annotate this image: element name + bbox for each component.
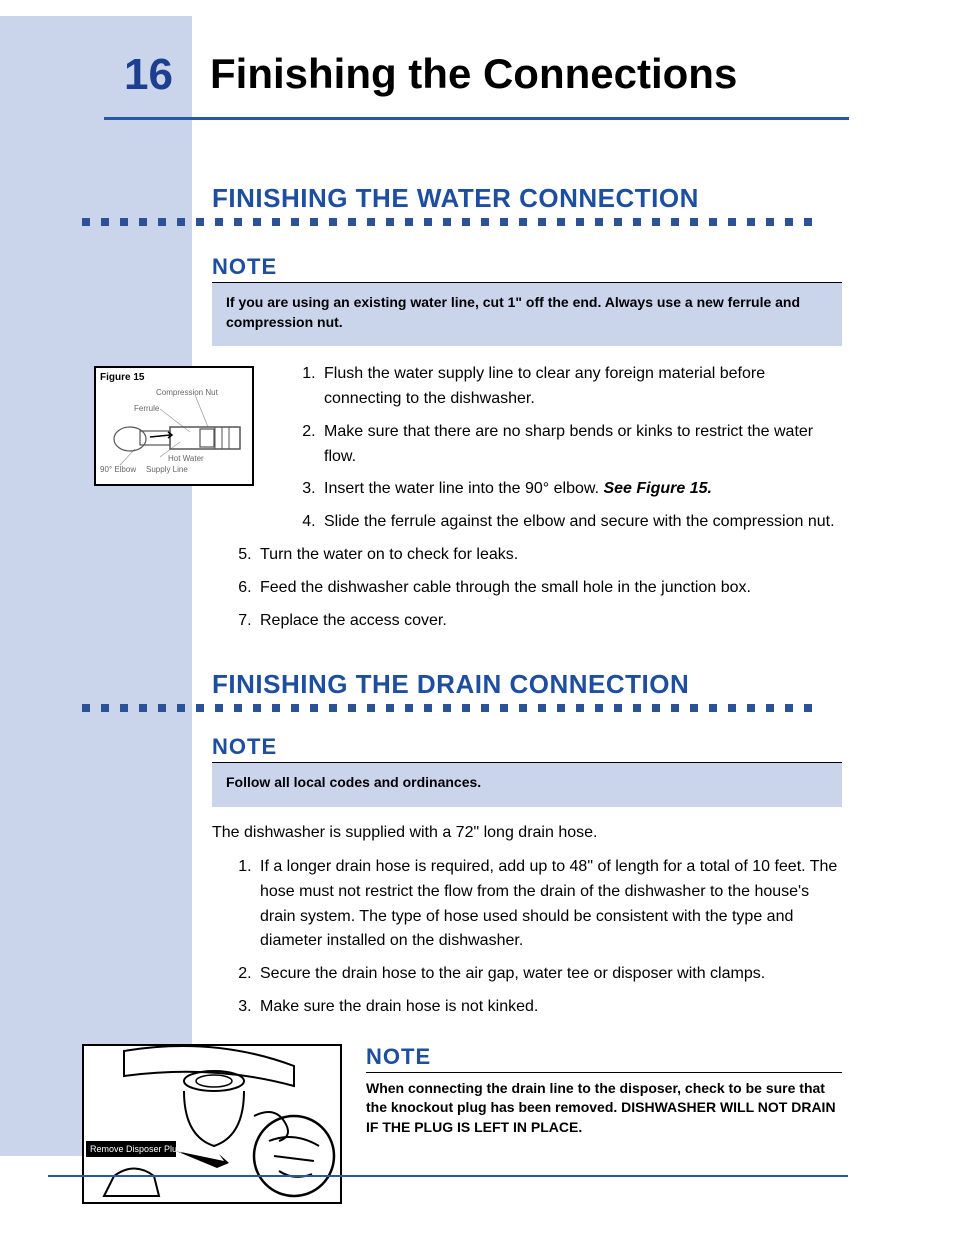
page-number: 16 — [124, 50, 173, 100]
fig-label-elbow: 90° Elbow — [100, 465, 136, 474]
fig2-label: Remove Disposer Plug — [90, 1144, 182, 1154]
section-drain-title: FINISHING THE DRAIN CONNECTION — [212, 669, 842, 700]
water-step-5: Turn the water on to check for leaks. — [256, 543, 842, 568]
chapter-title: Finishing the Connections — [210, 50, 737, 98]
note-label-drain1: NOTE — [212, 734, 842, 760]
drain-step-2: Secure the drain hose to the air gap, wa… — [256, 962, 842, 987]
fig-label-compression: Compression Nut — [156, 388, 218, 397]
drain-intro: The dishwasher is supplied with a 72" lo… — [212, 821, 842, 845]
figure-15-diagram — [100, 387, 250, 477]
note-box-water: If you are using an existing water line,… — [212, 283, 842, 346]
figure-15: Figure 15 Compression Nut Ferrule — [94, 366, 254, 486]
dashed-divider-2 — [82, 704, 822, 712]
note-label-water: NOTE — [212, 254, 842, 280]
figure-15-title: Figure 15 — [100, 372, 248, 383]
water-step-4: Slide the ferrule against the elbow and … — [320, 510, 842, 535]
section-water-title: FINISHING THE WATER CONNECTION — [212, 183, 842, 214]
dashed-divider — [82, 218, 822, 226]
note-text-drain2: When connecting the drain line to the di… — [366, 1079, 842, 1138]
fig-label-ferrule: Ferrule — [134, 404, 159, 413]
note-label-drain2: NOTE — [366, 1044, 842, 1070]
note-box-drain1: Follow all local codes and ordinances. — [212, 763, 842, 807]
fig-label-hotwater: Hot Water — [168, 454, 204, 463]
bottom-rule — [48, 1175, 848, 1177]
left-rail — [0, 16, 192, 1156]
water-step-6: Feed the dishwasher cable through the sm… — [256, 576, 842, 601]
water-step-1: Flush the water supply line to clear any… — [320, 362, 842, 412]
fig-label-supply: Supply Line — [146, 465, 188, 474]
drain-step-1: If a longer drain hose is required, add … — [256, 855, 842, 954]
title-rule — [104, 117, 849, 120]
water-step-7: Replace the access cover. — [256, 609, 842, 634]
note-text-drain1: Follow all local codes and ordinances. — [226, 773, 828, 793]
water-step-3: Insert the water line into the 90° elbow… — [320, 477, 842, 502]
drain-step-3: Make sure the drain hose is not kinked. — [256, 995, 842, 1020]
main-content: FINISHING THE WATER CONNECTION NOTE If y… — [212, 183, 842, 1204]
water-step-2: Make sure that there are no sharp bends … — [320, 420, 842, 470]
figure-disposer: Remove Disposer Plug — [82, 1044, 342, 1204]
note-text-water: If you are using an existing water line,… — [226, 293, 828, 332]
